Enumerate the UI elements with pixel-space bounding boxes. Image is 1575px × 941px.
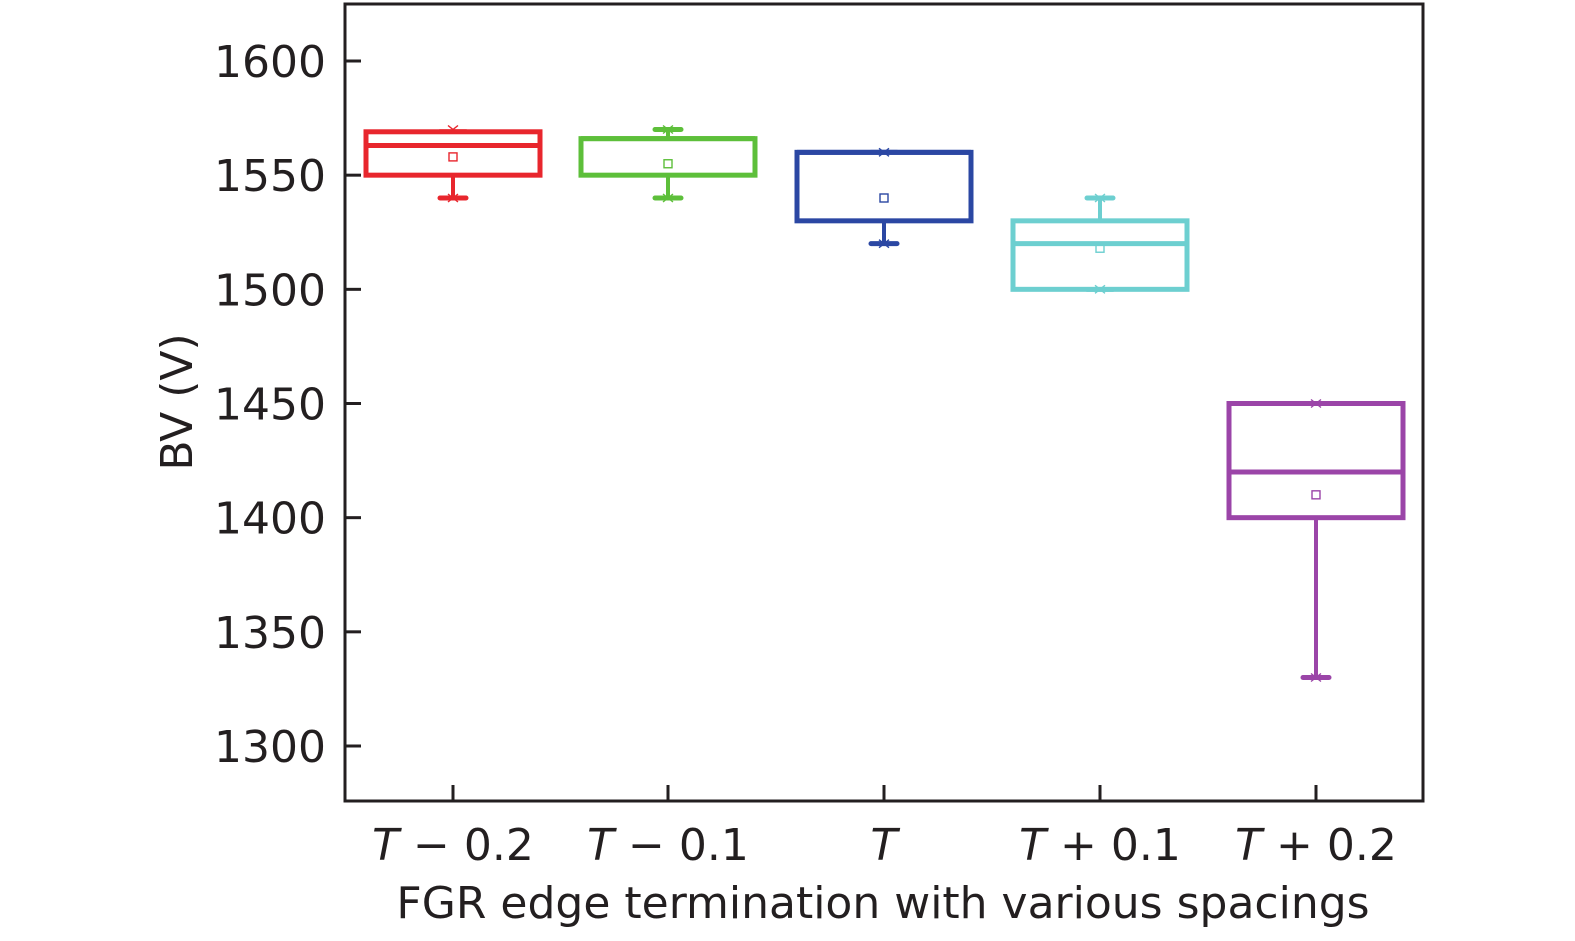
y-axis: 1300 1350 1400 1450 1500 1550 1600: [214, 37, 361, 773]
category-variable: T: [1235, 820, 1265, 871]
x-category-label: T − 0.1: [587, 820, 749, 871]
interquartile-box: [578, 136, 758, 178]
x-axis: T − 0.2 T − 0.1 T T + 0.1 T + 0.2: [372, 785, 1397, 871]
max-marker: [878, 147, 890, 157]
mean-marker: [1095, 243, 1105, 253]
interquartile-box: [1226, 401, 1406, 521]
min-marker: [1094, 284, 1106, 294]
category-offset: 0.2: [464, 820, 534, 871]
category-offset: 0.1: [679, 820, 749, 871]
y-tick-label: 1300: [214, 722, 326, 773]
y-tick-label: 1600: [214, 37, 326, 88]
max-marker: [447, 124, 459, 135]
min-marker: [662, 193, 674, 203]
y-tick-label: 1550: [214, 151, 326, 202]
mean-marker: [879, 193, 889, 203]
max-marker: [1094, 193, 1106, 203]
box-group: [363, 124, 543, 203]
category-operator: +: [1046, 820, 1111, 871]
category-operator: −: [614, 820, 679, 871]
box-group: [794, 147, 974, 249]
x-category-label: T + 0.1: [1019, 820, 1181, 871]
x-category-label: T: [871, 820, 901, 871]
min-marker: [1310, 672, 1322, 683]
category-variable: T: [372, 820, 402, 871]
y-axis-title: BV (V): [152, 333, 203, 470]
x-category-label: T − 0.2: [372, 820, 534, 871]
category-operator: −: [399, 820, 464, 871]
min-marker: [878, 239, 890, 249]
box-group: [1010, 193, 1190, 294]
y-tick-label: 1500: [214, 265, 326, 316]
min-marker: [447, 193, 459, 203]
category-variable: T: [1019, 820, 1049, 871]
interquartile-box: [1010, 218, 1190, 292]
interquartile-box: [794, 149, 974, 224]
max-marker: [1310, 398, 1322, 409]
category-variable: T: [587, 820, 617, 871]
mean-marker: [1311, 490, 1321, 500]
box-group: [1226, 398, 1406, 683]
y-tick-label: 1350: [214, 608, 326, 659]
x-axis-title: FGR edge termination with various spacin…: [396, 878, 1369, 929]
mean-marker: [663, 159, 673, 169]
category-operator: +: [1262, 820, 1327, 871]
y-tick-label: 1450: [214, 380, 326, 431]
category-offset: 0.2: [1327, 820, 1397, 871]
x-category-label: T + 0.2: [1235, 820, 1397, 871]
mean-marker: [448, 152, 458, 162]
box-series: [363, 124, 1406, 683]
box-group: [578, 124, 758, 203]
category-variable: T: [871, 820, 901, 871]
max-marker: [662, 124, 674, 135]
y-tick-label: 1400: [214, 494, 326, 545]
category-offset: 0.1: [1111, 820, 1181, 871]
